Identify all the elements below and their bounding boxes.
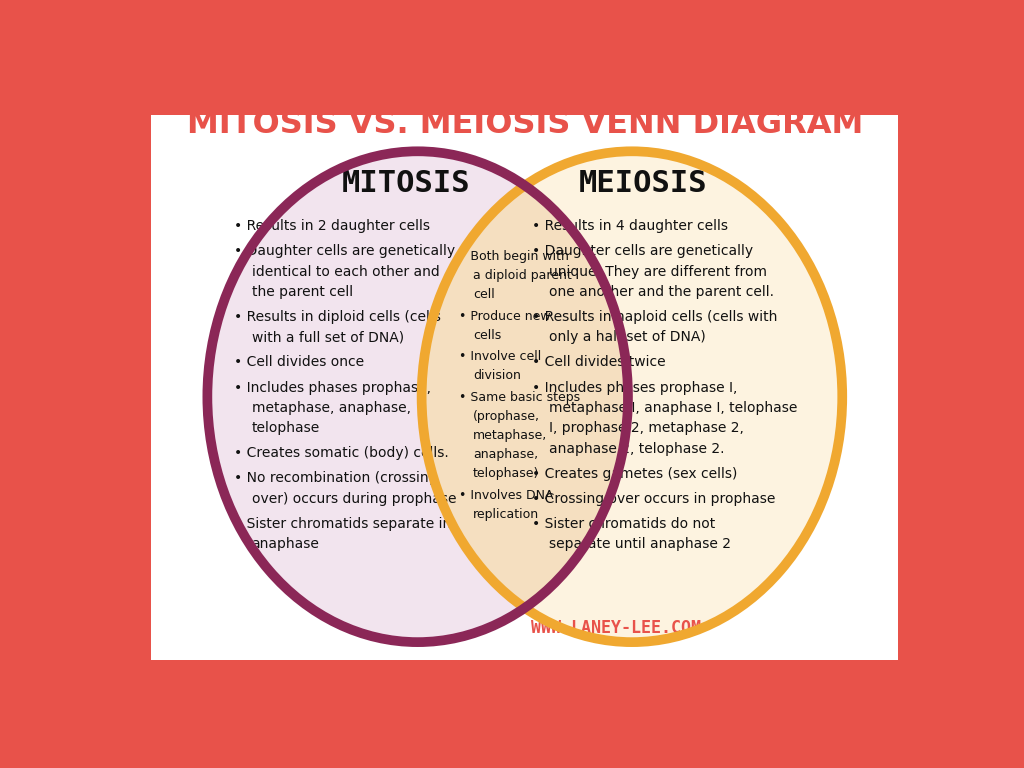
Text: I, prophase 2, metaphase 2,: I, prophase 2, metaphase 2,	[549, 422, 743, 435]
Text: WWW.LANEY-LEE.COM: WWW.LANEY-LEE.COM	[531, 619, 701, 637]
Text: division: division	[473, 369, 521, 382]
Text: • Involve cell: • Involve cell	[459, 350, 541, 363]
Text: • Includes phases prophase I,: • Includes phases prophase I,	[531, 380, 737, 395]
Text: replication: replication	[473, 508, 539, 521]
Text: • Cell divides twice: • Cell divides twice	[531, 356, 666, 369]
Text: telophase): telophase)	[473, 467, 540, 480]
Text: the parent cell: the parent cell	[252, 285, 352, 299]
Ellipse shape	[422, 151, 842, 642]
Text: • Crossing over occurs in prophase: • Crossing over occurs in prophase	[531, 492, 775, 506]
Text: • Sister chromatids do not: • Sister chromatids do not	[531, 517, 715, 531]
Text: • Creates somatic (body) cells.: • Creates somatic (body) cells.	[234, 446, 450, 460]
Text: only a half set of DNA): only a half set of DNA)	[549, 330, 706, 345]
Text: identical to each other and: identical to each other and	[252, 265, 439, 279]
Text: • Produce new: • Produce new	[459, 310, 551, 323]
Text: metaphase, anaphase,: metaphase, anaphase,	[252, 401, 411, 415]
Text: metaphase I, anaphase I, telophase: metaphase I, anaphase I, telophase	[549, 401, 797, 415]
Text: • Includes phases prophase,: • Includes phases prophase,	[234, 380, 431, 395]
Text: a diploid parent: a diploid parent	[473, 269, 571, 282]
Text: MITOSIS VS. MEIOSIS VENN DIAGRAM: MITOSIS VS. MEIOSIS VENN DIAGRAM	[186, 109, 863, 140]
Text: anaphase 2, telophase 2.: anaphase 2, telophase 2.	[549, 442, 724, 455]
Text: • No recombination (crossing: • No recombination (crossing	[234, 472, 438, 485]
Ellipse shape	[207, 151, 628, 642]
Text: • Results in 4 daughter cells: • Results in 4 daughter cells	[531, 219, 728, 233]
Text: • Same basic steps: • Same basic steps	[459, 392, 580, 404]
Text: • Results in haploid cells (cells with: • Results in haploid cells (cells with	[531, 310, 777, 324]
Text: • Creates gametes (sex cells): • Creates gametes (sex cells)	[531, 467, 737, 481]
Text: • Sister chromatids separate in: • Sister chromatids separate in	[234, 517, 452, 531]
Text: anaphase,: anaphase,	[473, 448, 538, 461]
Text: cells: cells	[473, 329, 501, 342]
Text: anaphase: anaphase	[252, 538, 319, 551]
Text: cell: cell	[473, 288, 495, 301]
Polygon shape	[422, 186, 628, 607]
Text: over) occurs during prophase: over) occurs during prophase	[252, 492, 456, 506]
Text: (prophase,: (prophase,	[473, 410, 540, 423]
FancyBboxPatch shape	[152, 115, 898, 660]
Text: • Results in diploid cells (cells: • Results in diploid cells (cells	[234, 310, 441, 324]
Text: metaphase,: metaphase,	[473, 429, 547, 442]
Text: MEIOSIS: MEIOSIS	[580, 168, 708, 197]
Text: • Both begin with: • Both begin with	[459, 250, 568, 263]
Text: • Involves DNA: • Involves DNA	[459, 488, 553, 502]
Text: • Cell divides once: • Cell divides once	[234, 356, 365, 369]
Text: • Results in 2 daughter cells: • Results in 2 daughter cells	[234, 219, 430, 233]
Text: telophase: telophase	[252, 422, 319, 435]
Text: with a full set of DNA): with a full set of DNA)	[252, 330, 403, 345]
Text: unique. They are different from: unique. They are different from	[549, 265, 767, 279]
Text: • Daughter cells are genetically: • Daughter cells are genetically	[234, 244, 456, 258]
Text: MITOSIS: MITOSIS	[342, 168, 470, 197]
Text: • Daughter cells are genetically: • Daughter cells are genetically	[531, 244, 753, 258]
Text: separate until anaphase 2: separate until anaphase 2	[549, 538, 731, 551]
Text: one another and the parent cell.: one another and the parent cell.	[549, 285, 774, 299]
